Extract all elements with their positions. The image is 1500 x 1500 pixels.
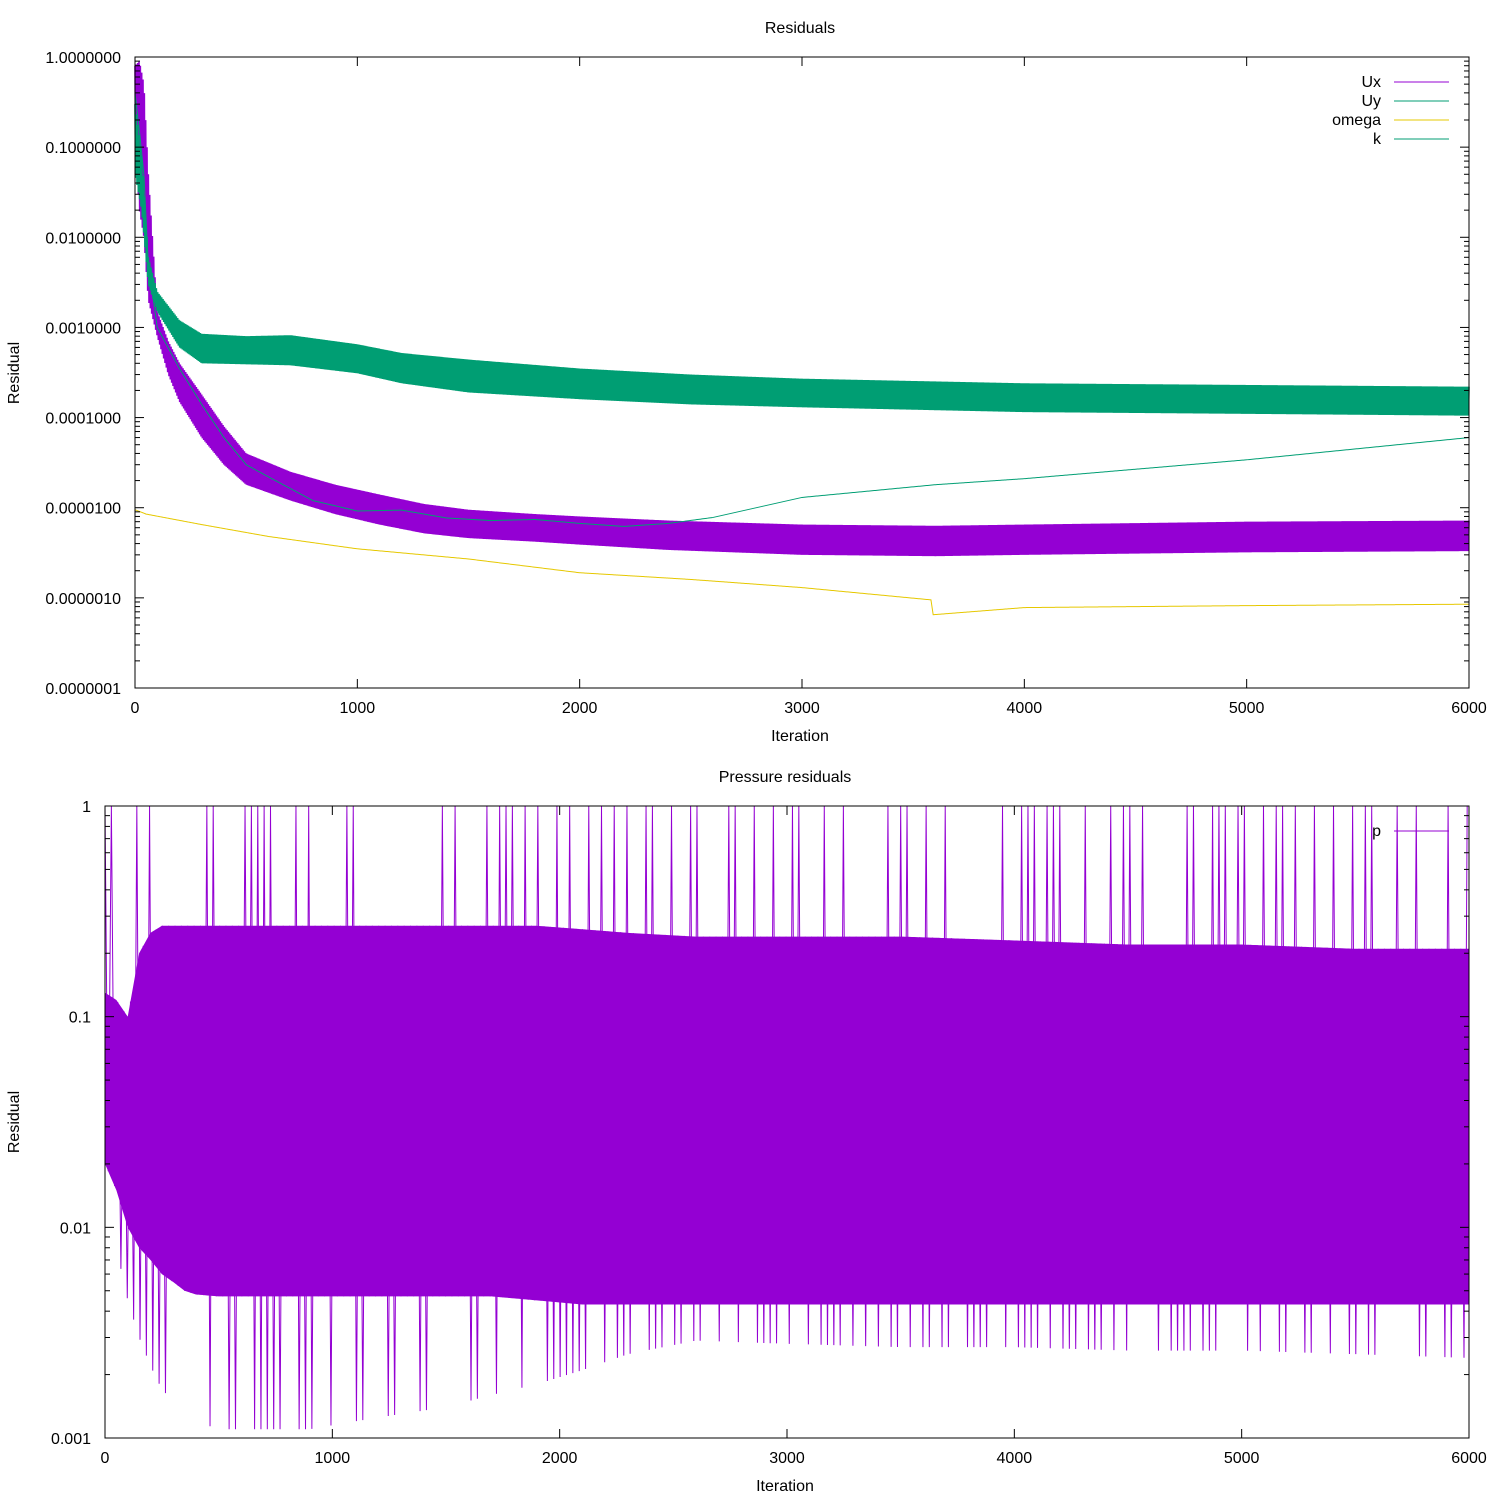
legend-label-omega: omega — [1332, 112, 1381, 129]
x-tick-label: 6000 — [1451, 1450, 1487, 1467]
legend-label-Uy: Uy — [1361, 93, 1381, 110]
legend-label-Ux: Ux — [1361, 74, 1381, 91]
axis-ticks-group: 0 1000 2000 3000 4000 5000 6000 1.0000000 0.1000… — [45, 50, 1487, 717]
x-axis-label: Iteration — [756, 1478, 814, 1495]
y-axis-label: Residual — [6, 1091, 23, 1153]
x-tick-label: 0 — [131, 700, 140, 717]
series-line-Uy — [134, 92, 1470, 527]
series-line-omega — [134, 509, 1470, 616]
y-tick-label: 0.0010000 — [45, 320, 121, 337]
legend-label-k: k — [1373, 131, 1382, 148]
y-tick-label: 1.0000000 — [45, 50, 121, 67]
y-tick-label: 0.0000001 — [45, 681, 121, 698]
y-tick-label: 0.001 — [51, 1431, 91, 1448]
x-tick-label: 4000 — [997, 1450, 1033, 1467]
y-tick-label: 0.0000100 — [45, 501, 121, 518]
legend-label-p: p — [1372, 823, 1381, 840]
x-tick-label: 4000 — [1007, 700, 1043, 717]
plot-series-group — [134, 61, 1470, 616]
legend: p — [1372, 823, 1449, 840]
x-tick-label: 5000 — [1224, 1450, 1260, 1467]
x-tick-label: 5000 — [1229, 700, 1265, 717]
x-tick-label: 2000 — [542, 1450, 578, 1467]
y-tick-label: 0.0000010 — [45, 591, 121, 608]
x-tick-label: 3000 — [769, 1450, 805, 1467]
legend: Ux Uy omega k — [1332, 74, 1449, 148]
y-tick-label: 0.1 — [69, 1010, 91, 1027]
plot-frame — [104, 805, 1470, 1439]
x-tick-label: 1000 — [315, 1450, 351, 1467]
y-tick-label: 0.0001000 — [45, 411, 121, 428]
axis-ticks-group: 0 1000 2000 3000 4000 5000 6000 1 0.1 0.01 0.001 — [51, 799, 1487, 1467]
series-band-Ux — [134, 61, 1470, 557]
series-k — [134, 104, 1470, 416]
plot-frame — [134, 56, 1470, 689]
series-band-core-p — [105, 925, 1469, 1305]
x-tick-label: 0 — [101, 1450, 110, 1467]
x-tick-label: 3000 — [784, 700, 820, 717]
y-tick-label: 0.1000000 — [45, 140, 121, 157]
y-tick-label: 1 — [82, 799, 91, 816]
x-tick-label: 1000 — [340, 700, 376, 717]
x-tick-label: 6000 — [1451, 700, 1487, 717]
y-tick-label: 0.01 — [60, 1220, 91, 1237]
residuals-chart: Residuals Iteration Residual 0 1000 2000 30… — [6, 20, 1487, 745]
series-omega — [134, 509, 1470, 616]
chart-title: Residuals — [765, 20, 835, 37]
x-axis-label: Iteration — [771, 728, 829, 745]
series-Uy — [134, 92, 1470, 527]
series-Ux — [134, 61, 1470, 557]
chart-title: Pressure residuals — [719, 769, 852, 786]
pressure-residuals-chart: Pressure residuals Iteration Residual 0 1… — [6, 769, 1487, 1495]
plot-series-group — [104, 805, 1469, 1430]
series-p — [104, 805, 1469, 1430]
y-tick-label: 0.0100000 — [45, 230, 121, 247]
series-band-k — [134, 104, 1470, 416]
y-axis-label: Residual — [6, 342, 23, 404]
x-tick-label: 2000 — [562, 700, 598, 717]
